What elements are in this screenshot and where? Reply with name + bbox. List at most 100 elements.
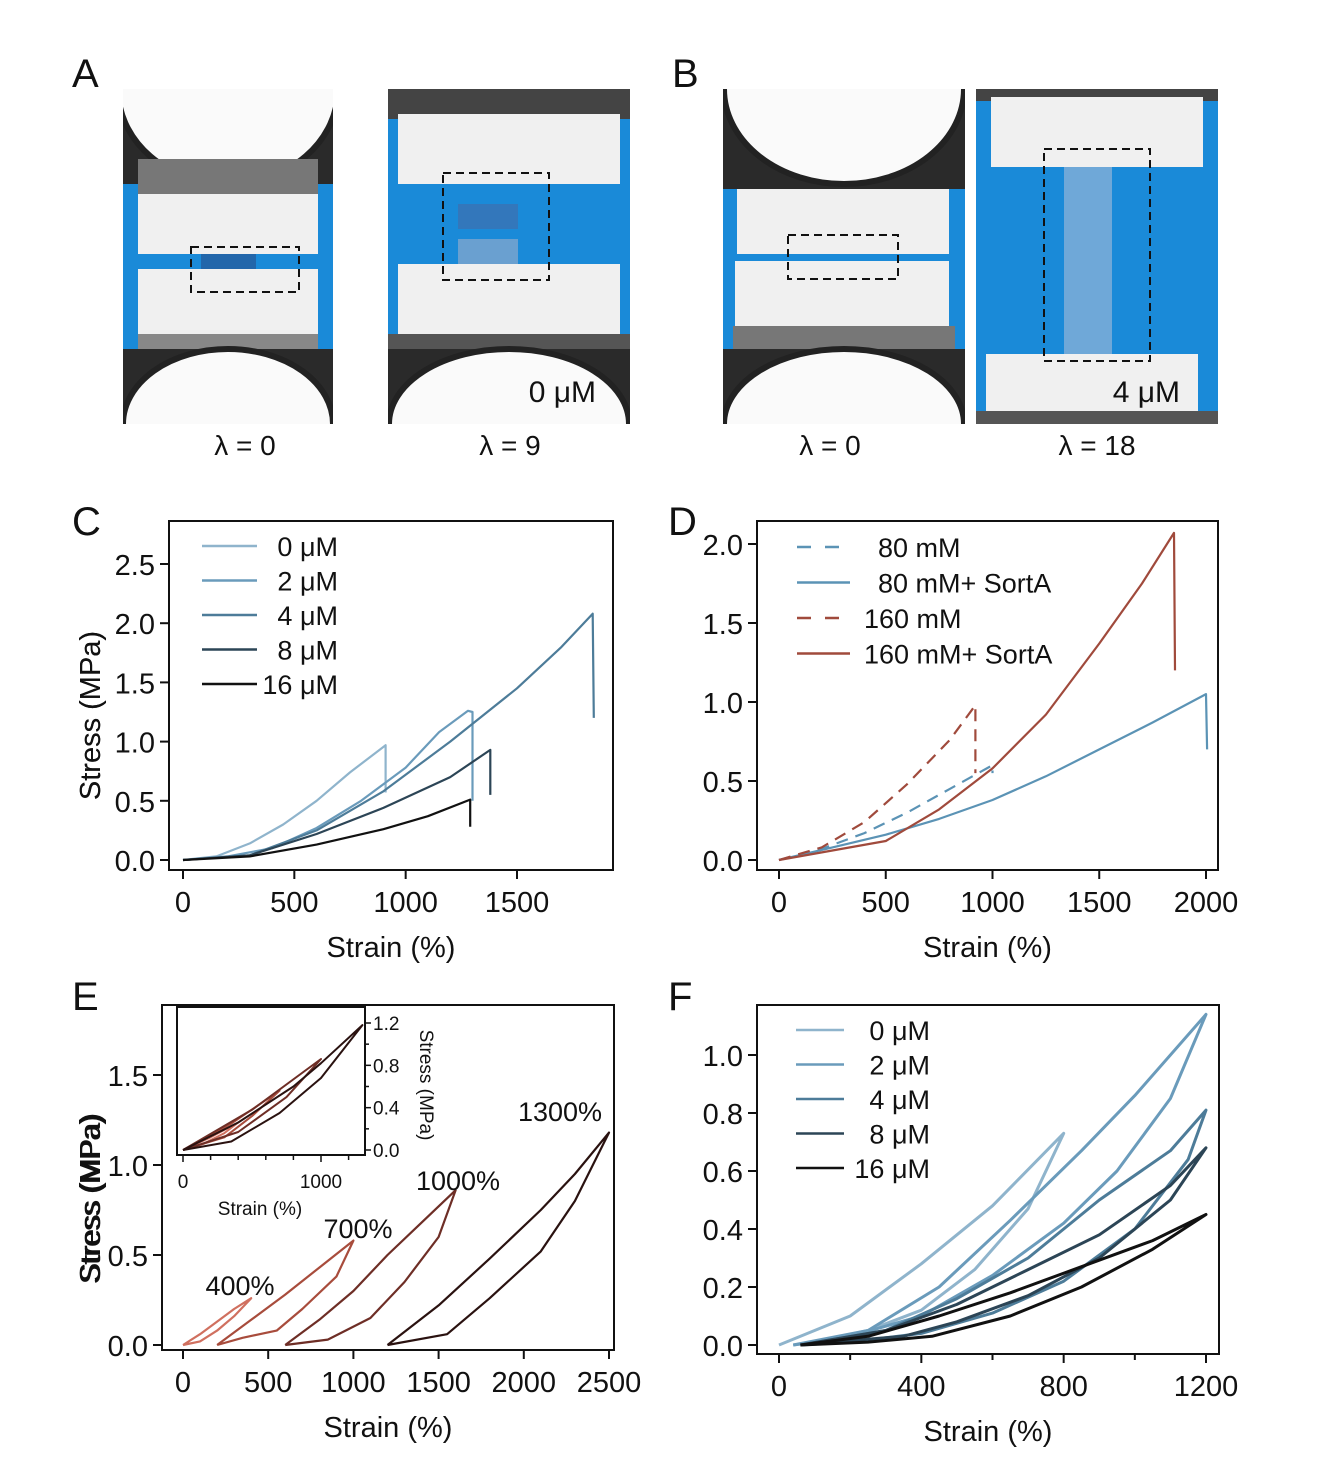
photo-b-stretched: 4 μM (976, 89, 1218, 424)
legend-label: 80 mM (878, 533, 961, 563)
x-tick-label: 0 (771, 887, 787, 919)
panel-letter-a: A (72, 52, 99, 96)
y-axis-label: Stress (MPa) (75, 631, 107, 800)
inset-y-tick-label: 0.4 (373, 1099, 400, 1120)
x-tick-label: 2000 (1174, 887, 1239, 919)
legend-label: 0 μM (869, 1016, 930, 1046)
tensile-clamp-illustration (723, 89, 965, 424)
y-tick-label: 2.0 (115, 609, 155, 641)
x-tick-label: 500 (862, 887, 910, 919)
y-tick-label: 0.4 (703, 1215, 743, 1247)
legend-label: 160 mM (864, 604, 962, 634)
series-line-2 (800, 1108, 1208, 1347)
inset-x-tick-label: 0 (178, 1172, 189, 1193)
legend-label: 16 μM (262, 670, 338, 700)
inset-y-axis-label: Stress (MPa) (415, 1030, 436, 1141)
y-tick-label: 0.5 (703, 767, 743, 799)
legend-f: 0 μM 2 μM 4 μM 8 μM 16 μM (796, 1016, 930, 1184)
y-tick-label: 1.5 (703, 609, 743, 641)
tensile-clamp-illustration (388, 89, 630, 424)
y-tick-label: 0.8 (703, 1099, 743, 1131)
loop-annotation: 1300% (518, 1097, 602, 1127)
x-axis-label: Strain (%) (924, 1416, 1053, 1448)
loop-annotation: 400% (205, 1271, 274, 1301)
series-line-2 (778, 704, 977, 862)
legend-label: 16 μM (854, 1154, 930, 1184)
x-tick-label: 1500 (406, 1367, 471, 1399)
inset-y-tick-label: 0.8 (373, 1056, 399, 1077)
series-line-2 (182, 612, 595, 862)
x-tick-label: 1500 (1067, 887, 1132, 919)
y-tick-label: 0.2 (703, 1273, 743, 1305)
legend-label: 4 μM (869, 1085, 930, 1115)
x-tick-label: 500 (244, 1367, 292, 1399)
x-tick-label: 1200 (1174, 1371, 1239, 1403)
y-tick-label: 1.0 (703, 1041, 743, 1073)
series-line-1 (182, 709, 474, 862)
tensile-clamp-illustration (123, 89, 333, 424)
panel-letter-e: E (72, 975, 99, 1019)
series-line-0 (778, 764, 994, 862)
plot-frame (161, 1004, 615, 1351)
x-tick-label: 0 (771, 1371, 787, 1403)
panel-letter-d: D (668, 500, 697, 544)
x-tick-label: 0 (175, 1367, 191, 1399)
series-line-0 (182, 1297, 253, 1347)
y-tick-label: 0.5 (115, 787, 155, 819)
x-axis-label: Strain (%) (324, 1412, 453, 1444)
plot-frame (168, 520, 614, 871)
loop-annotation: 1000% (416, 1166, 500, 1196)
caption-lambda-b1: λ = 0 (799, 430, 861, 461)
panel-letter-c: C (72, 500, 101, 544)
annotations-e: 400% 700% 1000% 1300% (205, 1097, 602, 1301)
inset-e: 0 1000 0.0 0.4 0.8 1.2 Strain (%) Stress (MPa) (176, 1006, 436, 1220)
chart-c: 0 500 1000 1500 0.0 0.5 1.0 1.5 2.0 2.5 Strain (%)… (75, 520, 614, 964)
y-tick-label: 0.0 (108, 1331, 148, 1363)
inset-series-line-3 (182, 1024, 364, 1151)
x-tick-label: 500 (270, 887, 318, 919)
legend-label: 2 μM (277, 567, 338, 597)
series-line-3 (778, 531, 1177, 862)
series-line-4 (182, 798, 472, 862)
y-axis-label: Stress (MPa) (75, 1115, 107, 1284)
caption-lambda-a2: λ = 9 (479, 430, 541, 461)
plot-frame (756, 520, 1219, 871)
x-tick-label: 800 (1039, 1371, 1087, 1403)
concentration-label: 0 μM (528, 376, 596, 409)
y-tick-label: 1.5 (115, 668, 155, 700)
inset-x-axis-label: Strain (%) (218, 1199, 302, 1220)
legend-label: 8 μM (869, 1120, 930, 1150)
chart-f: 0 400 800 1200 0.0 0.2 0.4 0.6 0.8 1.0 Strain (%) S… (75, 1004, 1239, 1448)
y-tick-label: 2.0 (703, 530, 743, 562)
legend-d: 80 mM 80 mM+ SortA 160 mM 160 mM+ SortA (797, 533, 1052, 670)
chart-e: 0 500 1000 1500 2000 2500 0.0 0.5 1.0 1.5 Strain (… (75, 1004, 642, 1444)
inset-x-tick-label: 1000 (300, 1172, 342, 1193)
series-line-3 (800, 1146, 1208, 1347)
inset-y-tick-label: 0.0 (373, 1141, 399, 1162)
legend-label: 0 μM (277, 532, 338, 562)
photo-a-initial (123, 89, 333, 424)
x-axis-label: Strain (%) (923, 932, 1052, 964)
caption-lambda-a1: λ = 0 (214, 430, 276, 461)
x-axis-label: Strain (%) (327, 932, 456, 964)
series-line-3 (182, 748, 492, 862)
photo-a-stretched: 0 μM (388, 89, 630, 424)
legend-label: 80 mM+ SortA (878, 569, 1051, 599)
legend-label: 4 μM (277, 601, 338, 631)
legend-label: 2 μM (869, 1051, 930, 1081)
x-tick-label: 2000 (492, 1367, 557, 1399)
inset-frame (176, 1006, 366, 1156)
series-line-1 (216, 1239, 355, 1347)
y-axis-label: Stress (MPa) (75, 1113, 107, 1282)
concentration-label: 4 μM (1112, 376, 1180, 409)
chart-d: 0 500 1000 1500 2000 0.0 0.5 1.0 1.5 2.0 Strain (%… (75, 520, 1239, 964)
y-tick-label: 1.0 (703, 688, 743, 720)
loop-annotation: 700% (323, 1214, 392, 1244)
y-tick-label: 2.5 (115, 550, 155, 582)
x-tick-label: 2500 (577, 1367, 642, 1399)
tensile-clamp-illustration (976, 89, 1218, 424)
y-tick-label: 0.0 (703, 846, 743, 878)
y-tick-label: 0.6 (703, 1157, 743, 1189)
caption-lambda-b2: λ = 18 (1058, 430, 1136, 461)
